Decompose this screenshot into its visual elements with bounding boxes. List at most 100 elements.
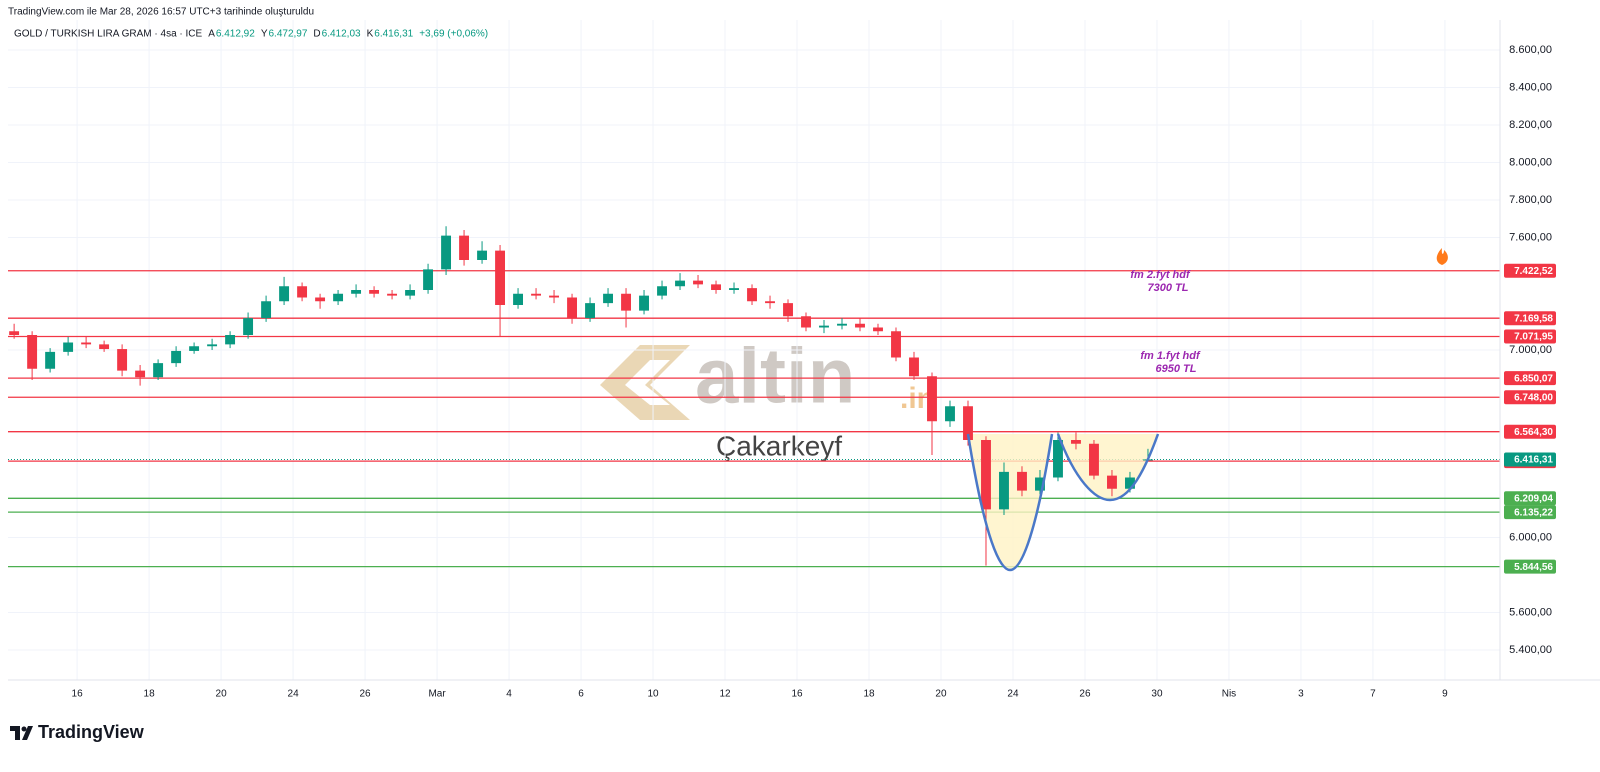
candle-body <box>153 363 164 378</box>
level-label: 6.209,04 <box>1504 491 1556 506</box>
annotation: 7300 TL <box>1148 282 1189 294</box>
ohlc-value: 6.472,97 <box>268 29 307 40</box>
candle-body <box>207 344 218 347</box>
last-price-box <box>1504 452 1556 467</box>
candle-body <box>387 293 398 296</box>
candle-body <box>297 286 308 298</box>
x-tick-label: 3 <box>1298 689 1304 700</box>
candle-body <box>1053 440 1063 478</box>
candle-body <box>9 331 20 335</box>
candle-body <box>531 293 541 296</box>
candle-body <box>909 357 919 377</box>
level-label-box <box>1504 424 1556 439</box>
level-label-box <box>1504 505 1556 520</box>
change: +3,69 (+0,06%) <box>419 29 488 40</box>
candle-body <box>1125 477 1135 489</box>
level-label: 7.071,95 <box>1504 329 1556 344</box>
annotation: fm 1.fyt hdf <box>1140 350 1201 362</box>
y-tick-label: 7.000,00 <box>1509 344 1552 356</box>
candle-body <box>981 440 991 510</box>
level-label: 7.169,58 <box>1504 311 1556 326</box>
annotation: 6950 TL <box>1156 363 1197 375</box>
candle-body <box>99 344 110 350</box>
ohlc-value: 6.412,92 <box>216 29 255 40</box>
level-label-text: 7.169,58 <box>1514 313 1553 324</box>
x-tick-label: 10 <box>647 689 659 700</box>
y-tick-label: 8.600,00 <box>1509 44 1552 56</box>
level-label-box <box>1504 371 1556 386</box>
level-label-box <box>1504 311 1556 326</box>
candle-body <box>405 290 416 296</box>
x-tick-label: 9 <box>1442 689 1448 700</box>
candle-body <box>63 342 74 352</box>
level-label: 6.135,22 <box>1504 505 1556 520</box>
y-tick-label: 7.800,00 <box>1509 194 1552 206</box>
level-label-text: 6.850,07 <box>1514 373 1553 384</box>
watermark-author: Çakarkeyf <box>716 430 842 461</box>
y-tick-label: 7.600,00 <box>1509 231 1552 243</box>
candle-body <box>1035 477 1045 491</box>
logo-dot <box>21 726 27 732</box>
x-tick-label: 16 <box>791 689 803 700</box>
candle-body <box>459 235 470 260</box>
y-tick-label: 8.200,00 <box>1509 119 1552 131</box>
level-label-box <box>1504 491 1556 506</box>
candle-body <box>819 325 829 328</box>
x-tick-label: 12 <box>719 689 731 700</box>
level-label-box <box>1504 329 1556 344</box>
candle-body <box>927 376 937 422</box>
level-label-text: 7.071,95 <box>1514 332 1553 343</box>
x-tick-label: 24 <box>1007 689 1019 700</box>
candle-body <box>837 323 847 326</box>
candle-body <box>189 346 200 351</box>
axes: 8.600,00 8.400,00 8.200,00 8.000,00 7.800,00… <box>72 44 1556 700</box>
x-tick-label: 7 <box>1370 689 1376 700</box>
footer-logo: TradingView <box>10 722 145 742</box>
fire-icon <box>1436 248 1448 265</box>
candle-body <box>999 471 1009 510</box>
candle-body <box>117 349 128 371</box>
candle-body <box>423 269 434 290</box>
level-label-box <box>1504 390 1556 405</box>
x-tick-label: 18 <box>144 689 156 700</box>
annotation: fm 2.fyt hdf <box>1130 269 1191 281</box>
watermark-brand: altin <box>695 332 855 420</box>
level-label: 6.748,00 <box>1504 390 1556 405</box>
last-price-label: 6.416,31 <box>1504 452 1556 467</box>
candle-body <box>315 297 326 302</box>
candle-body <box>945 406 955 422</box>
x-tick-label: 20 <box>216 689 228 700</box>
level-label: 6.850,07 <box>1504 371 1556 386</box>
candle-body <box>1089 443 1099 476</box>
y-tick-label: 6.000,00 <box>1509 531 1552 543</box>
level-label-text: 6.748,00 <box>1514 392 1553 403</box>
ohlc-key: K <box>367 29 374 40</box>
candle-body <box>693 280 703 285</box>
candle-body <box>549 295 559 298</box>
y-tick-label: 5.400,00 <box>1509 644 1552 656</box>
candle-body <box>333 293 344 302</box>
x-tick-label: 16 <box>72 689 84 700</box>
candle-body <box>783 303 793 317</box>
candle-body <box>27 335 38 369</box>
credit: TradingView.com ile Mar 28, 2026 16:57 U… <box>8 7 314 18</box>
candle-body <box>279 286 290 302</box>
logo-mark <box>10 726 33 740</box>
level-label: 6.564,30 <box>1504 424 1556 439</box>
level-label-text: 6.135,22 <box>1514 507 1553 518</box>
candle-body <box>891 331 901 358</box>
x-tick-label: 4 <box>506 689 512 700</box>
x-tick-label: 20 <box>935 689 947 700</box>
plot-area <box>8 20 1500 680</box>
symbol: GOLD / TURKISH LIRA GRAM · 4sa · ICE <box>14 29 203 40</box>
candle-body <box>603 293 613 304</box>
y-tick-label: 8.400,00 <box>1509 81 1552 93</box>
candle-body <box>243 318 254 335</box>
level-label-text: 5.844,56 <box>1514 562 1553 573</box>
candle-body <box>351 290 362 294</box>
y-tick-label: 5.600,00 <box>1509 606 1552 618</box>
ohlc-key: A <box>208 29 215 40</box>
x-tick-label: 18 <box>863 689 875 700</box>
